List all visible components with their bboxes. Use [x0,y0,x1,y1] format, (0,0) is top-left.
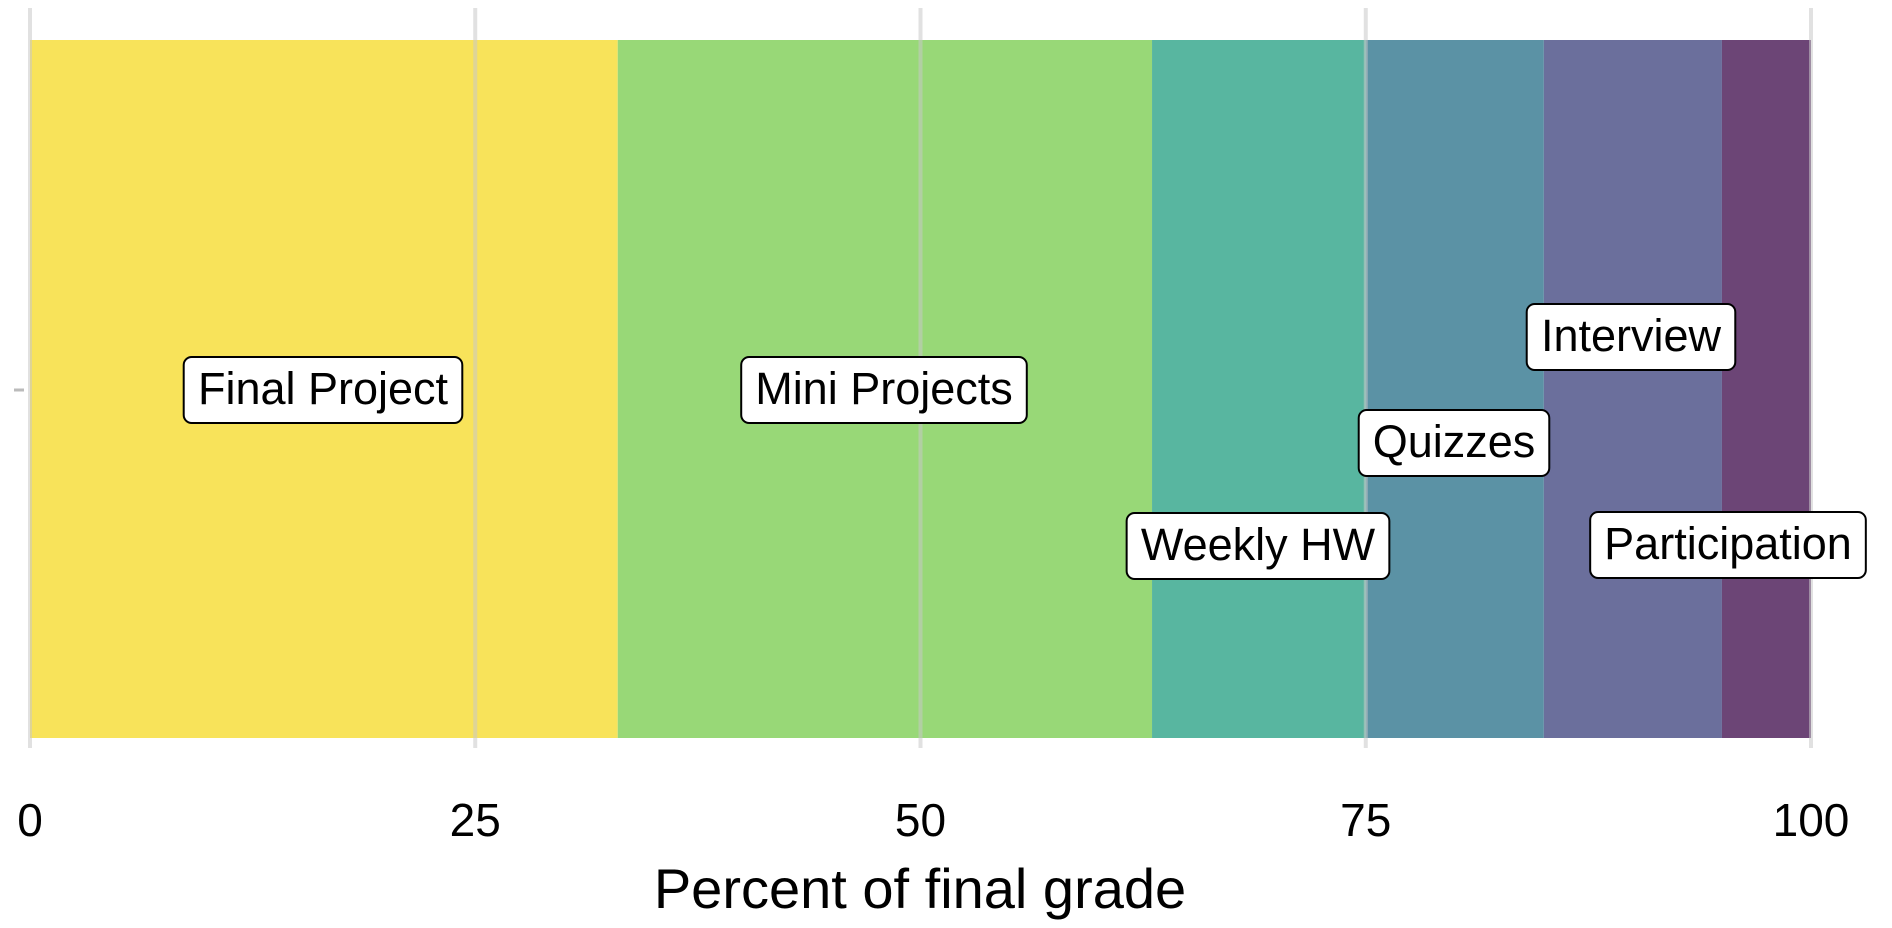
label-text: Participation [1604,518,1852,569]
label-box [1125,512,1391,580]
label-text: Mini Projects [755,363,1013,414]
bar-segment [1721,40,1811,738]
x-tick-label: 75 [1340,794,1391,846]
segment-label: Interview [1525,303,1737,371]
segment-label: Weekly HW [1125,512,1391,580]
bar-segment [1152,40,1366,738]
x-tick-label: 50 [895,794,946,846]
bar-segment [1543,40,1722,738]
label-text: Interview [1541,310,1722,361]
segment-label: Mini Projects [740,356,1028,424]
segment-label: Participation [1589,511,1867,579]
x-tick-label: 0 [17,794,43,846]
x-axis-title: Percent of final grade [654,857,1186,920]
label-text: Weekly HW [1141,519,1376,570]
segment-label: Quizzes [1357,409,1551,477]
label-box [182,356,464,424]
label-box [740,356,1028,424]
x-tick-label: 25 [450,794,501,846]
bar-segment [1365,40,1544,738]
label-text: Quizzes [1373,416,1536,467]
label-text: Final Project [198,363,449,414]
x-tick-label: 100 [1773,794,1850,846]
segment-label: Final Project [182,356,464,424]
label-box [1589,511,1867,579]
label-box [1357,409,1551,477]
label-box [1525,303,1737,371]
